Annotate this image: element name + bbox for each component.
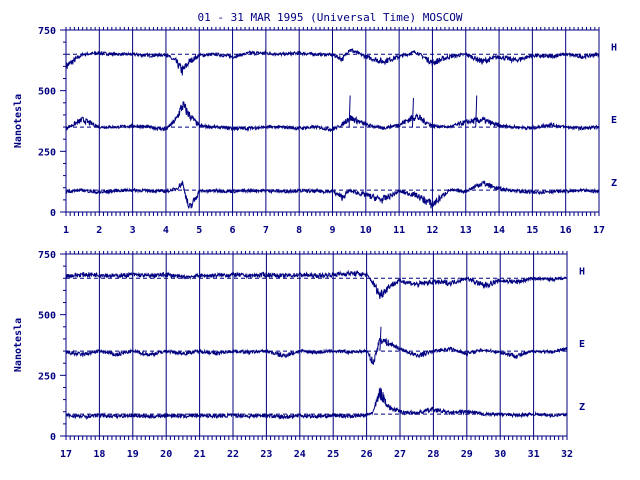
x-tick-label: 24 (294, 449, 306, 460)
x-tick-label: 4 (163, 225, 169, 236)
series-h-trace (65, 269, 568, 299)
y-tick-label: 250 (38, 371, 56, 382)
y-tick-label: 0 (50, 208, 56, 219)
series-z-trace (65, 387, 568, 421)
x-tick-label: 10 (360, 225, 372, 236)
x-tick-label: 28 (427, 449, 439, 460)
x-tick-label: 3 (130, 225, 136, 236)
panel-top: 1 2 3 4 5 6 7 8 9 10 11 12 13 14 15 16 170250500750Nanot… (13, 26, 617, 236)
series-z-trace (65, 180, 600, 209)
x-tick-label: 7 (263, 225, 269, 236)
y-axis-label: Nanotesla (13, 94, 24, 148)
series-e-trace (65, 101, 600, 133)
x-tick-label: 26 (361, 449, 373, 460)
y-tick-label: 250 (38, 147, 56, 158)
y-tick-label: 750 (38, 26, 56, 37)
series-e-label: E (579, 339, 585, 350)
x-tick-label: 18 (93, 449, 105, 460)
x-tick-label: 5 (196, 225, 202, 236)
x-tick-label: 2 (96, 225, 102, 236)
panel-bottom: 17 18 19 20 21 22 23 24 25 26 27 28 29 30 31 32 0 250 500 7… (13, 250, 585, 460)
series-e-label: E (611, 115, 617, 126)
chart-title: 01 - 31 MAR 1995 (Universal Time) MOSCOW (198, 11, 463, 24)
x-tick-label: 14 (493, 225, 505, 236)
x-tick-label: 27 (394, 449, 406, 460)
series-z-label: Z (611, 178, 617, 189)
y-tick-label: 0 (50, 432, 56, 443)
y-tick-label: 500 (38, 311, 56, 322)
y-tick-label: 500 (38, 87, 56, 98)
series-e-spike (379, 326, 382, 352)
series-h-label: H (579, 266, 585, 277)
x-tick-label: 1 (63, 225, 69, 236)
x-tick-label: 12 (426, 225, 438, 236)
x-tick-label: 17 (593, 225, 605, 236)
x-tick-label: 8 (296, 225, 302, 236)
x-tick-label: 15 (526, 225, 538, 236)
x-tick-label: 6 (230, 225, 236, 236)
x-tick-label: 19 (127, 449, 139, 460)
y-tick-label: 750 (38, 250, 56, 261)
series-e-spike (348, 95, 351, 128)
series-h-trace (65, 47, 600, 76)
series-e-spike (411, 97, 414, 128)
series-h-label: H (611, 42, 617, 53)
x-tick-label: 25 (327, 449, 339, 460)
x-tick-label: 32 (561, 449, 573, 460)
x-tick-label: 22 (227, 449, 239, 460)
x-tick-label: 29 (461, 449, 473, 460)
y-axis-label: Nanotesla (13, 318, 24, 372)
plot-frame (65, 253, 568, 437)
x-tick-label: 11 (393, 225, 405, 236)
series-e-trace (65, 337, 568, 365)
x-tick-label: 31 (528, 449, 540, 460)
x-tick-label: 9 (329, 225, 335, 236)
x-tick-label: 30 (494, 449, 506, 460)
x-tick-label: 23 (260, 449, 272, 460)
x-tick-label: 21 (194, 449, 206, 460)
x-tick-label: 13 (460, 225, 472, 236)
x-tick-label: 17 (60, 449, 72, 460)
series-e-spike (475, 95, 478, 128)
x-tick-label: 20 (160, 449, 172, 460)
series-z-label: Z (579, 402, 585, 413)
x-tick-label: 16 (560, 225, 572, 236)
